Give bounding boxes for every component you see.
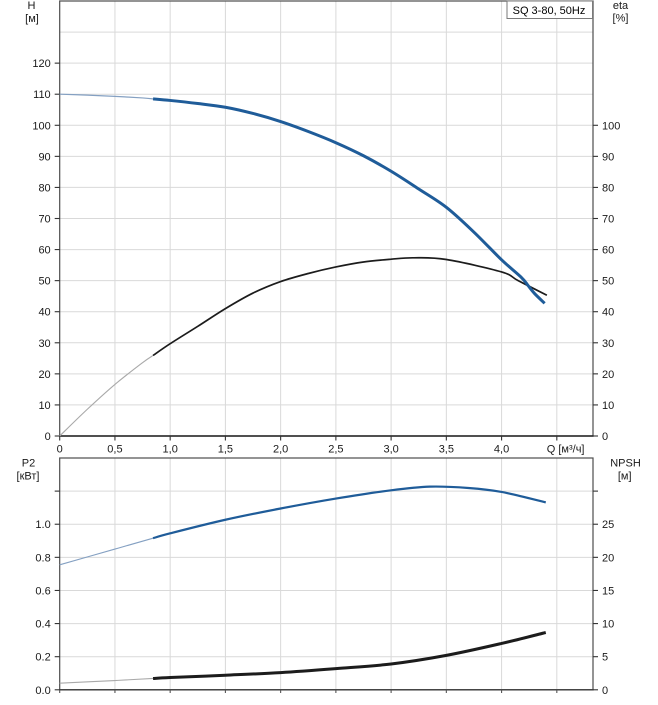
- svg-text:0,5: 0,5: [107, 444, 122, 456]
- svg-text:0.0: 0.0: [35, 685, 50, 697]
- svg-text:1,0: 1,0: [163, 444, 178, 456]
- svg-text:100: 100: [602, 120, 620, 132]
- svg-text:90: 90: [602, 151, 614, 163]
- svg-text:eta: eta: [613, 0, 629, 12]
- svg-text:0.6: 0.6: [35, 585, 50, 597]
- svg-text:[м]: [м]: [618, 471, 632, 483]
- svg-text:70: 70: [602, 214, 614, 226]
- svg-text:80: 80: [38, 182, 50, 194]
- svg-text:20: 20: [38, 369, 50, 381]
- svg-text:15: 15: [602, 585, 614, 597]
- svg-text:0: 0: [57, 444, 63, 456]
- svg-text:1.0: 1.0: [35, 519, 50, 531]
- svg-text:P2: P2: [22, 458, 35, 470]
- svg-text:SQ 3-80, 50Hz: SQ 3-80, 50Hz: [513, 5, 586, 17]
- svg-text:4,0: 4,0: [494, 444, 509, 456]
- svg-text:10: 10: [602, 619, 614, 631]
- svg-text:60: 60: [38, 245, 50, 257]
- svg-text:H: H: [28, 0, 36, 12]
- svg-text:[%]: [%]: [613, 13, 629, 25]
- svg-text:20: 20: [602, 369, 614, 381]
- svg-text:Q [м³/ч]: Q [м³/ч]: [547, 444, 585, 456]
- svg-text:100: 100: [32, 120, 50, 132]
- svg-text:40: 40: [602, 307, 614, 319]
- svg-text:[м]: [м]: [25, 13, 39, 25]
- svg-text:30: 30: [602, 338, 614, 350]
- svg-text:0.4: 0.4: [35, 619, 50, 631]
- svg-text:0.2: 0.2: [35, 652, 50, 664]
- svg-text:20: 20: [602, 552, 614, 564]
- svg-text:50: 50: [38, 276, 50, 288]
- svg-text:110: 110: [33, 89, 51, 101]
- svg-text:0: 0: [602, 431, 608, 443]
- svg-text:10: 10: [38, 400, 50, 412]
- svg-text:120: 120: [32, 58, 50, 70]
- svg-text:0: 0: [45, 431, 51, 443]
- svg-text:3,0: 3,0: [383, 444, 398, 456]
- svg-text:5: 5: [602, 652, 608, 664]
- svg-text:25: 25: [602, 519, 614, 531]
- svg-text:0: 0: [602, 685, 608, 697]
- svg-text:50: 50: [602, 276, 614, 288]
- svg-text:1,5: 1,5: [218, 444, 233, 456]
- svg-text:80: 80: [602, 182, 614, 194]
- svg-text:60: 60: [602, 245, 614, 257]
- svg-text:3,5: 3,5: [439, 444, 454, 456]
- svg-text:2,5: 2,5: [328, 444, 343, 456]
- svg-text:[кВт]: [кВт]: [17, 471, 40, 483]
- svg-text:40: 40: [38, 307, 50, 319]
- svg-text:90: 90: [38, 151, 50, 163]
- svg-text:NPSH: NPSH: [610, 458, 641, 470]
- svg-text:30: 30: [38, 338, 50, 350]
- svg-text:0.8: 0.8: [35, 552, 50, 564]
- svg-text:2,0: 2,0: [273, 444, 288, 456]
- svg-text:10: 10: [602, 400, 614, 412]
- svg-text:70: 70: [38, 214, 50, 226]
